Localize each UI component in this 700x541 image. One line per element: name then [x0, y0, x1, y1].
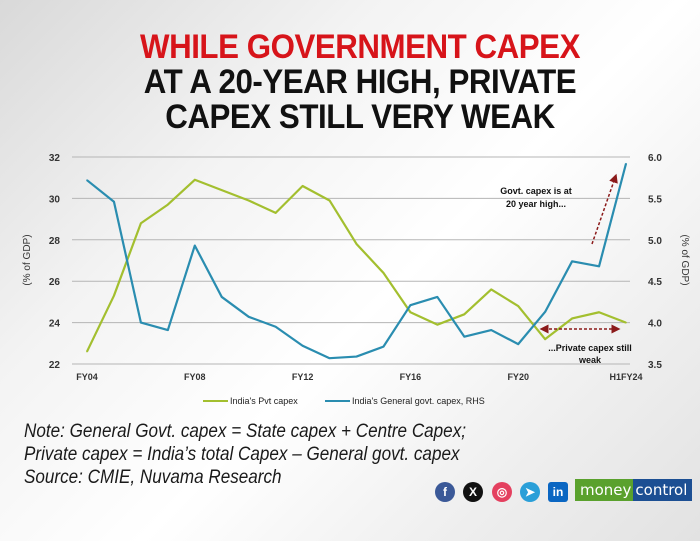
note-line-1: Note: General Govt. capex = State capex …	[24, 421, 466, 442]
data-point	[167, 329, 169, 331]
legend: India's Pvt capex India's General govt. …	[203, 396, 485, 406]
data-point	[113, 200, 115, 203]
data-point	[274, 212, 277, 214]
logo-part-control: control	[633, 479, 693, 501]
annotations: Govt. capex is at 20 year high... ...Pri…	[500, 173, 632, 365]
data-point	[436, 323, 439, 326]
data-point	[463, 335, 466, 338]
data-point	[194, 244, 196, 247]
data-point	[625, 321, 627, 324]
data-point	[571, 260, 573, 263]
x-tick-label: FY16	[400, 372, 422, 382]
y2-axis-label: (% of GDP)	[679, 234, 690, 285]
y2-tick-label: 4.0	[648, 319, 662, 330]
data-point	[301, 344, 304, 347]
x-tick-label: FY12	[292, 372, 314, 382]
y2-tick-label: 5.5	[648, 194, 662, 205]
y-tick-label: 32	[49, 153, 61, 164]
data-point	[86, 179, 88, 181]
title-line-2: AT A 20-YEAR HIGH, PRIVATE	[143, 63, 577, 101]
y-tick-label: 24	[49, 319, 61, 330]
data-point	[598, 311, 600, 314]
data-point	[544, 338, 546, 340]
data-point	[544, 311, 546, 313]
y-tick-label: 30	[49, 194, 61, 205]
data-point	[409, 304, 412, 307]
data-point	[328, 199, 331, 202]
data-point	[140, 321, 142, 324]
y-tick-label: 26	[49, 277, 61, 288]
annotation-pvt-line2: weak	[578, 355, 602, 365]
data-point	[247, 199, 250, 202]
data-point	[490, 329, 493, 331]
data-point	[571, 317, 573, 320]
data-point	[220, 189, 223, 191]
data-point	[301, 185, 304, 187]
x-tick-label: FY20	[507, 372, 529, 382]
data-point	[194, 178, 196, 181]
legend-label-govt: India's General govt. capex, RHS	[352, 396, 485, 406]
y-tick-label: 22	[49, 360, 61, 371]
data-point	[140, 222, 142, 225]
data-point	[409, 311, 412, 314]
data-point	[517, 343, 519, 345]
data-point	[463, 313, 466, 316]
logo-part-money: money	[575, 479, 634, 501]
data-point	[382, 345, 385, 348]
data-point	[274, 325, 277, 328]
title-line-1: WHILE GOVERNMENT CAPEX	[140, 28, 580, 66]
annotation-govt-line1: Govt. capex is at	[500, 186, 572, 196]
data-point	[382, 272, 385, 274]
data-point	[86, 350, 88, 353]
source-line: Source: CMIE, Nuvama Research	[24, 467, 282, 488]
data-point	[517, 305, 519, 307]
legend-label-pvt: India's Pvt capex	[230, 396, 298, 406]
annotation-govt-line2: 20 year high...	[506, 199, 566, 209]
data-point	[355, 243, 358, 245]
x-tick-label: H1FY24	[609, 372, 642, 382]
x-tick-label: FY08	[184, 372, 206, 382]
data-point	[625, 162, 627, 165]
data-point	[328, 357, 331, 360]
annotation-pvt-line1: ...Private capex still	[548, 343, 632, 353]
data-point	[355, 355, 358, 358]
line-chart: 22 24 26 28 30 32 3.5 4.0 4.5 5.0 5.5 6.0 FY04 FY08 FY…	[22, 153, 690, 406]
data-point	[598, 265, 600, 268]
x-tick-label: FY04	[76, 372, 98, 382]
y-tick-label: 28	[49, 236, 61, 247]
title-line-3: CAPEX STILL VERY WEAK	[165, 98, 555, 136]
data-point	[247, 316, 250, 318]
data-point	[220, 296, 223, 298]
data-point	[113, 294, 115, 297]
x-twitter-icon[interactable]: X	[463, 482, 483, 502]
y2-tick-label: 5.0	[648, 236, 662, 247]
telegram-icon[interactable]: ➤	[520, 482, 540, 502]
instagram-icon[interactable]: ◎	[492, 482, 512, 502]
y2-tick-label: 6.0	[648, 153, 662, 164]
y-axis-label: (% of GDP)	[22, 234, 33, 285]
moneycontrol-logo: money control	[575, 479, 693, 501]
data-point	[490, 288, 493, 291]
annotation-arrow-up	[591, 173, 618, 245]
y2-tick-label: 3.5	[648, 360, 662, 371]
facebook-icon[interactable]: f	[435, 482, 455, 502]
data-point	[167, 203, 169, 206]
linkedin-icon[interactable]: in	[548, 482, 568, 502]
note-line-2: Private capex = India’s total Capex – Ge…	[24, 444, 460, 465]
data-point	[436, 296, 439, 298]
y2-tick-label: 4.5	[648, 277, 662, 288]
